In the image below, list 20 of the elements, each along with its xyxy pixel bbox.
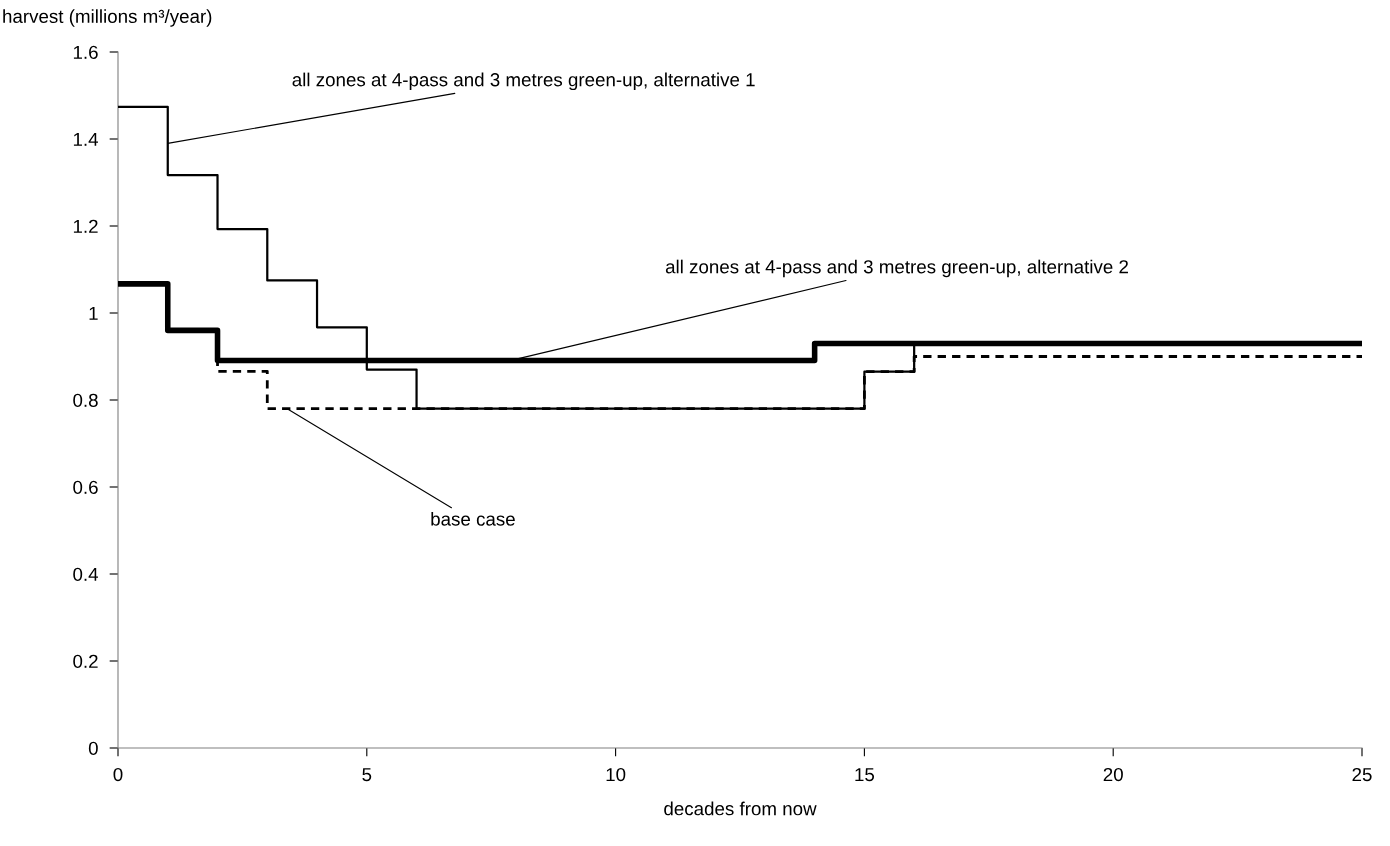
x-tick-label: 5: [362, 768, 372, 782]
annotation: all zones at 4-pass and 3 metres green-up, alternative 1: [292, 72, 755, 91]
x-tick-label: 10: [606, 767, 626, 782]
annotation: base case: [431, 511, 515, 526]
y-tick-label: 0.4: [73, 567, 99, 581]
y-tick-label: 1.6: [73, 45, 98, 59]
x-tick-label: 25: [1352, 767, 1372, 782]
y-tick-label: 0: [88, 741, 98, 755]
x-tick-label: 0: [113, 767, 123, 782]
y-tick-label: 0.6: [73, 480, 98, 494]
annotation: all zones at 4-pass and 3 metres green-up, alternative 2: [665, 259, 1128, 278]
x-axis-title: decades from now: [664, 801, 817, 816]
y-tick-label: 0.8: [73, 393, 98, 407]
x-tick-label: 15: [855, 768, 875, 782]
y-tick-label: 1: [89, 306, 98, 320]
x-tick-label: 20: [1103, 767, 1123, 782]
y-tick-label: 1.2: [73, 219, 98, 233]
y-tick-label: 0.2: [73, 654, 98, 668]
y-axis-title: harvest (millions m³/year): [3, 9, 212, 27]
y-tick-label: 1.4: [73, 132, 99, 146]
